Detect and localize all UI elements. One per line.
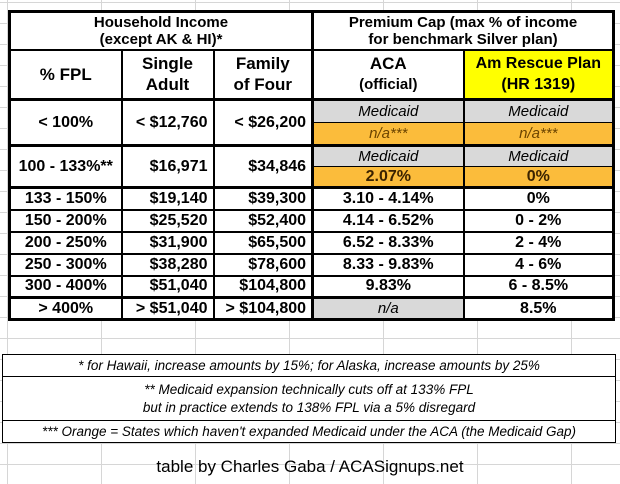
- aca-medicaid-cell: Medicaid: [311, 98, 465, 123]
- family-of-four-cell: > $104,800: [212, 296, 314, 321]
- household-income-group-header: Household Income (except AK & HI)*: [8, 10, 314, 51]
- arp-cap-cell: 6 - 8.5%: [462, 274, 615, 299]
- arp-cap-cell: 8.5%: [462, 296, 615, 321]
- footnote-medicaid-gap: *** Orange = States which haven't expand…: [2, 420, 616, 443]
- arp-medicaid-cell: Medicaid: [462, 144, 615, 167]
- table-row: 100 - 133%** $16,971 $34,846 Medicaid Me…: [8, 144, 615, 189]
- footnote-hawaii-alaska: * for Hawaii, increase amounts by 15%; f…: [2, 354, 616, 377]
- table-row: > 400% > $51,040 > $104,800 n/a 8.5%: [8, 296, 615, 321]
- premium-cap-line1: Premium Cap (max % of income: [348, 13, 578, 31]
- table-row: < 100% < $12,760 < $26,200 Medicaid Medi…: [8, 98, 615, 147]
- single-adult-cell: $16,971: [120, 144, 215, 189]
- aca-medicaid-cell: Medicaid: [311, 144, 465, 167]
- single-adult-cell: < $12,760: [120, 98, 215, 147]
- premium-cap-group-header: Premium Cap (max % of income for benchma…: [311, 10, 615, 51]
- fpl-cell: 300 - 400%: [8, 274, 123, 299]
- family-of-four-cell: $52,400: [212, 208, 314, 233]
- table-row: 150 - 200% $25,520 $52,400 4.14 - 6.52% …: [8, 208, 615, 233]
- footnote-medicaid-expansion: ** Medicaid expansion technically cuts o…: [2, 376, 616, 421]
- family-of-four-cell: < $26,200: [212, 98, 314, 147]
- col-header-fpl: % FPL: [8, 48, 123, 101]
- household-income-line1: Household Income: [93, 13, 229, 31]
- fpl-cell: 133 - 150%: [8, 186, 123, 211]
- col-header-am-rescue-plan: Am Rescue Plan (HR 1319): [462, 48, 615, 101]
- aca-cap-cell: n/a: [311, 296, 465, 321]
- aca-cap-cell: 3.10 - 4.14%: [311, 186, 465, 211]
- arp-cap-cell: 0%: [462, 166, 615, 189]
- income-premium-cap-table: Household Income (except AK & HI)* Premi…: [8, 10, 616, 321]
- table-row: 133 - 150% $19,140 $39,300 3.10 - 4.14% …: [8, 186, 615, 211]
- aca-cap-cell: 6.52 - 8.33%: [311, 230, 465, 255]
- table-row: 300 - 400% $51,040 $104,800 9.83% 6 - 8.…: [8, 274, 615, 299]
- fpl-cell: > 400%: [8, 296, 123, 321]
- single-adult-cell: > $51,040: [120, 296, 215, 321]
- family-of-four-cell: $65,500: [212, 230, 314, 255]
- premium-cap-line2: for benchmark Silver plan): [368, 30, 558, 48]
- single-adult-cell: $51,040: [120, 274, 215, 299]
- household-income-line2: (except AK & HI)*: [99, 30, 223, 48]
- family-of-four-cell: $104,800: [212, 274, 314, 299]
- aca-cap-cell: 9.83%: [311, 274, 465, 299]
- aca-cap-cell: n/a***: [311, 122, 465, 147]
- fpl-cell: 150 - 200%: [8, 208, 123, 233]
- family-of-four-cell: $34,846: [212, 144, 314, 189]
- single-adult-cell: $19,140: [120, 186, 215, 211]
- fpl-cell: 100 - 133%**: [8, 144, 123, 189]
- arp-cap-cell: 0%: [462, 186, 615, 211]
- col-header-single-adult: Single Adult: [120, 48, 215, 101]
- column-header-row: % FPL Single Adult Family of Four ACA (o…: [8, 48, 615, 101]
- arp-cap-cell: 2 - 4%: [462, 230, 615, 255]
- table-row: n/a*** n/a***: [10, 122, 615, 147]
- col-header-aca: ACA (official): [311, 48, 465, 101]
- arp-cap-cell: n/a***: [462, 122, 615, 147]
- column-group-header-row: Household Income (except AK & HI)* Premi…: [8, 10, 615, 51]
- fpl-cell: 250 - 300%: [8, 252, 123, 277]
- single-adult-cell: $38,280: [120, 252, 215, 277]
- table-row: 250 - 300% $38,280 $78,600 8.33 - 9.83% …: [8, 252, 615, 277]
- aca-cap-cell: 4.14 - 6.52%: [311, 208, 465, 233]
- col-header-family-of-four: Family of Four: [212, 48, 314, 101]
- aca-cap-cell: 2.07%: [311, 166, 465, 189]
- table-row: 200 - 250% $31,900 $65,500 6.52 - 8.33% …: [8, 230, 615, 255]
- credit-line: table by Charles Gaba / ACASignups.net: [156, 457, 464, 476]
- single-adult-cell: $31,900: [120, 230, 215, 255]
- arp-cap-cell: 0 - 2%: [462, 208, 615, 233]
- fpl-cell: 200 - 250%: [8, 230, 123, 255]
- aca-cap-cell: 8.33 - 9.83%: [311, 252, 465, 277]
- single-adult-cell: $25,520: [120, 208, 215, 233]
- arp-cap-cell: 4 - 6%: [462, 252, 615, 277]
- arp-medicaid-cell: Medicaid: [462, 98, 615, 123]
- fpl-cell: < 100%: [8, 98, 123, 147]
- family-of-four-cell: $78,600: [212, 252, 314, 277]
- table-row: 2.07% 0%: [10, 166, 615, 189]
- family-of-four-cell: $39,300: [212, 186, 314, 211]
